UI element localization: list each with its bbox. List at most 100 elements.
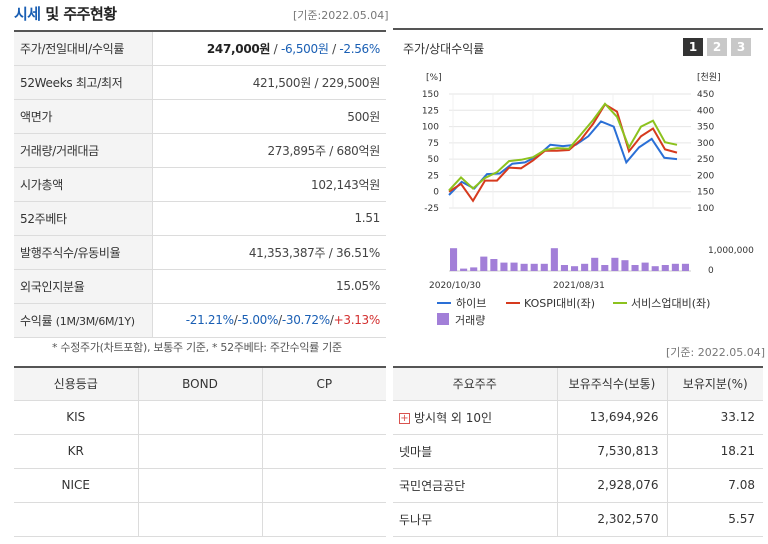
chart-page-2-button[interactable]: 2 bbox=[707, 38, 727, 56]
volume-bar bbox=[591, 257, 599, 271]
left-tick-label: 100 bbox=[422, 123, 439, 133]
holder-name: 방시혁 외 10인 bbox=[414, 410, 493, 425]
column-header: 주요주주 bbox=[393, 367, 558, 401]
legend-label: KOSPI대비(좌) bbox=[524, 297, 595, 310]
row-label: 시가총액 bbox=[14, 167, 153, 202]
row-label: 외국인지분율 bbox=[14, 269, 153, 304]
base-date: [기준:2022.05.04] bbox=[293, 9, 389, 22]
table-header-row: 주요주주 보유주식수(보통) 보유지분(%) bbox=[393, 367, 763, 401]
holder-name: 넷마블 bbox=[393, 434, 558, 469]
agency-cell: NICE bbox=[14, 468, 139, 503]
volume-bar bbox=[631, 265, 639, 271]
holder-pct: 7.08 bbox=[667, 468, 763, 503]
holder-pct: 33.12 bbox=[667, 400, 763, 435]
bond-cell bbox=[138, 502, 263, 537]
chart-pager: 1 2 3 bbox=[683, 38, 751, 56]
bond-cell bbox=[138, 434, 263, 469]
right-tick-label: 450 bbox=[697, 90, 714, 100]
row-value: 102,143억원 bbox=[152, 167, 386, 202]
table-header-row: 신용등급 BOND CP bbox=[14, 367, 386, 401]
separator: / bbox=[270, 41, 281, 56]
row-value: 273,895주 / 680억원 bbox=[152, 133, 386, 168]
right-tick-label: 400 bbox=[697, 106, 714, 116]
volume-bar bbox=[490, 259, 498, 271]
cp-cell bbox=[262, 400, 386, 435]
holder-shares: 7,530,813 bbox=[557, 434, 668, 469]
column-header: 신용등급 bbox=[14, 367, 139, 401]
left-tick-label: 150 bbox=[422, 90, 439, 100]
table-row bbox=[14, 502, 386, 537]
cp-cell bbox=[262, 468, 386, 503]
volume-bar bbox=[480, 256, 488, 271]
x-tick-label: 2020/10/30 bbox=[429, 281, 481, 291]
right-tick-label: 150 bbox=[697, 188, 714, 198]
separator: / bbox=[278, 313, 282, 327]
volume-bar bbox=[460, 268, 468, 271]
row-label: 거래량/거래대금 bbox=[14, 133, 153, 168]
row-label: 주가/전일대비/수익률 bbox=[14, 31, 153, 66]
holder-shares: 2,302,570 bbox=[557, 502, 668, 537]
chart-title: 주가/상대수익률 bbox=[403, 42, 485, 56]
volume-bar bbox=[621, 260, 629, 271]
table-row: 발행주식수/유동비율 41,353,387주 / 36.51% bbox=[14, 235, 386, 270]
right-axis-unit: [천원] bbox=[697, 72, 721, 83]
column-header: 보유지분(%) bbox=[667, 367, 763, 401]
chart-panel: 주가/상대수익률 1 2 3 [%] [천원] 150 450 125 400 100 3… bbox=[393, 28, 763, 336]
left-tick-label: 0 bbox=[433, 188, 439, 198]
right-tick-label: 350 bbox=[697, 123, 714, 133]
row-label: 52주베타 bbox=[14, 201, 153, 236]
volume-bar bbox=[550, 248, 558, 271]
stock-chart: [%] [천원] 150 450 125 400 100 350 75 300 50 250 25 2… bbox=[422, 72, 754, 327]
return-period-label: (1M/3M/6M/1Y) bbox=[55, 314, 135, 328]
row-label: 수익률 (1M/3M/6M/1Y) bbox=[14, 303, 153, 338]
column-header: 보유주식수(보통) bbox=[557, 367, 668, 401]
right-tick-label: 100 bbox=[697, 204, 714, 214]
row-value: 1.51 bbox=[152, 201, 386, 236]
table-row: 넷마블 7,530,813 18.21 bbox=[393, 434, 763, 469]
volume-bar bbox=[651, 266, 659, 271]
table-row: 52주베타 1.51 bbox=[14, 201, 386, 236]
holder-shares: 13,694,926 bbox=[557, 400, 668, 435]
separator: / bbox=[233, 313, 238, 327]
row-value: 421,500원 / 229,500원 bbox=[152, 65, 386, 100]
row-value: 500원 bbox=[152, 99, 386, 134]
table-row: 52Weeks 최고/최저 421,500원 / 229,500원 bbox=[14, 65, 386, 100]
table-row: 주가/전일대비/수익률 247,000원 / -6,500원 / -2.56% bbox=[14, 31, 386, 66]
expand-plus-icon[interactable]: + bbox=[399, 412, 410, 424]
base-date-2: [기준: 2022.05.04] bbox=[666, 346, 766, 359]
table-row: 두나무 2,302,570 5.57 bbox=[393, 502, 763, 537]
price-change: -6,500원 bbox=[280, 41, 329, 56]
legend-label: 거래량 bbox=[455, 314, 485, 327]
volume-bar bbox=[470, 267, 478, 271]
left-tick-label: 50 bbox=[428, 155, 440, 165]
volume-bar bbox=[560, 265, 568, 271]
left-tick-label: 75 bbox=[428, 139, 439, 149]
price-info-table: 주가/전일대비/수익률 247,000원 / -6,500원 / -2.56% … bbox=[14, 30, 386, 338]
legend-label: 서비스업대비(좌) bbox=[631, 297, 710, 310]
series-line-1 bbox=[448, 120, 678, 196]
volume-bar bbox=[681, 263, 689, 271]
left-tick-label: 125 bbox=[422, 106, 439, 116]
volume-bar bbox=[641, 262, 649, 271]
table-row: 외국인지분율 15.05% bbox=[14, 269, 386, 304]
credit-rating-table: 신용등급 BOND CP KIS KR NICE bbox=[14, 366, 386, 537]
row-label: 발행주식수/유동비율 bbox=[14, 235, 153, 270]
table-row: + 방시혁 외 10인 13,694,926 33.12 bbox=[393, 400, 763, 435]
table-row: NICE bbox=[14, 468, 386, 503]
price-change-pct: -2.56% bbox=[339, 41, 380, 56]
chart-page-3-button[interactable]: 3 bbox=[731, 38, 751, 56]
table-row: KR bbox=[14, 434, 386, 469]
cp-cell bbox=[262, 502, 386, 537]
bond-cell bbox=[138, 400, 263, 435]
row-value: 15.05% bbox=[152, 269, 386, 304]
volume-axis-zero: 0 bbox=[708, 266, 714, 276]
volume-bar bbox=[661, 265, 669, 271]
column-header: BOND bbox=[138, 367, 263, 401]
agency-cell bbox=[14, 502, 139, 537]
separator: / bbox=[328, 41, 340, 56]
row-label: 52Weeks 최고/최저 bbox=[14, 65, 153, 100]
left-tick-label: 25 bbox=[428, 171, 439, 181]
chart-page-1-button[interactable]: 1 bbox=[683, 38, 703, 56]
row-label: 액면가 bbox=[14, 99, 153, 134]
table-row: 거래량/거래대금 273,895주 / 680억원 bbox=[14, 133, 386, 168]
